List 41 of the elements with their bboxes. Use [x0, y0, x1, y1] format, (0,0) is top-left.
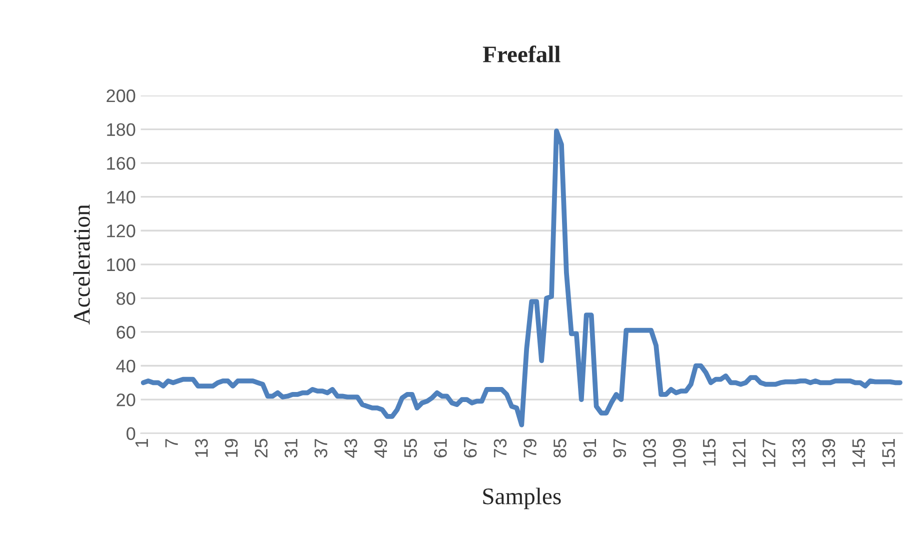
y-axis-title: Acceleration	[73, 204, 90, 324]
x-tick-label: 31	[284, 439, 298, 458]
x-tick-label: 97	[613, 439, 626, 458]
x-tick-label: 37	[314, 439, 328, 458]
y-tick-label: 180	[107, 123, 136, 136]
x-tick-label: 85	[554, 438, 566, 458]
x-tick-label: 151	[882, 439, 895, 467]
x-tick-label: 1	[135, 439, 148, 447]
x-tick-label: 115	[703, 438, 716, 466]
x-tick-label: 109	[673, 439, 686, 467]
x-tick-label: 79	[524, 439, 536, 458]
y-tick-label: 80	[116, 292, 136, 305]
x-tick-label: 145	[852, 438, 866, 467]
x-tick-label: 13	[195, 438, 208, 457]
x-tick-label: 133	[792, 438, 806, 467]
x-tick-label: 73	[494, 438, 507, 458]
x-tick-label: 91	[583, 439, 596, 458]
x-tick-label: 139	[822, 439, 836, 467]
x-tick-label: 43	[344, 438, 358, 458]
y-tick-label: 200	[106, 89, 136, 102]
y-tick-label: 160	[107, 156, 136, 170]
x-tick-label: 103	[643, 438, 656, 467]
x-tick-label: 127	[762, 439, 776, 467]
x-tick-label: 121	[732, 439, 746, 467]
y-tick-label: 0	[126, 427, 136, 440]
y-tick-label: 100	[107, 258, 136, 272]
x-tick-label: 67	[464, 439, 477, 458]
y-tick-label: 120	[107, 224, 136, 238]
x-tick-label: 55	[404, 438, 417, 458]
x-axis-title: Samples	[483, 488, 561, 510]
y-tick-label: 40	[116, 360, 136, 372]
chart-title: Freefall	[482, 46, 560, 62]
x-tick-label: 7	[165, 439, 178, 448]
line-series	[140, 128, 902, 428]
y-tick-label: 140	[107, 190, 136, 204]
x-tick-label: 49	[374, 439, 388, 458]
x-tick-label: 61	[434, 439, 447, 458]
x-tick-label: 25	[254, 438, 268, 458]
x-tick-label: 19	[224, 439, 238, 457]
y-tick-label: 60	[116, 326, 136, 339]
y-tick-label: 20	[116, 393, 136, 406]
